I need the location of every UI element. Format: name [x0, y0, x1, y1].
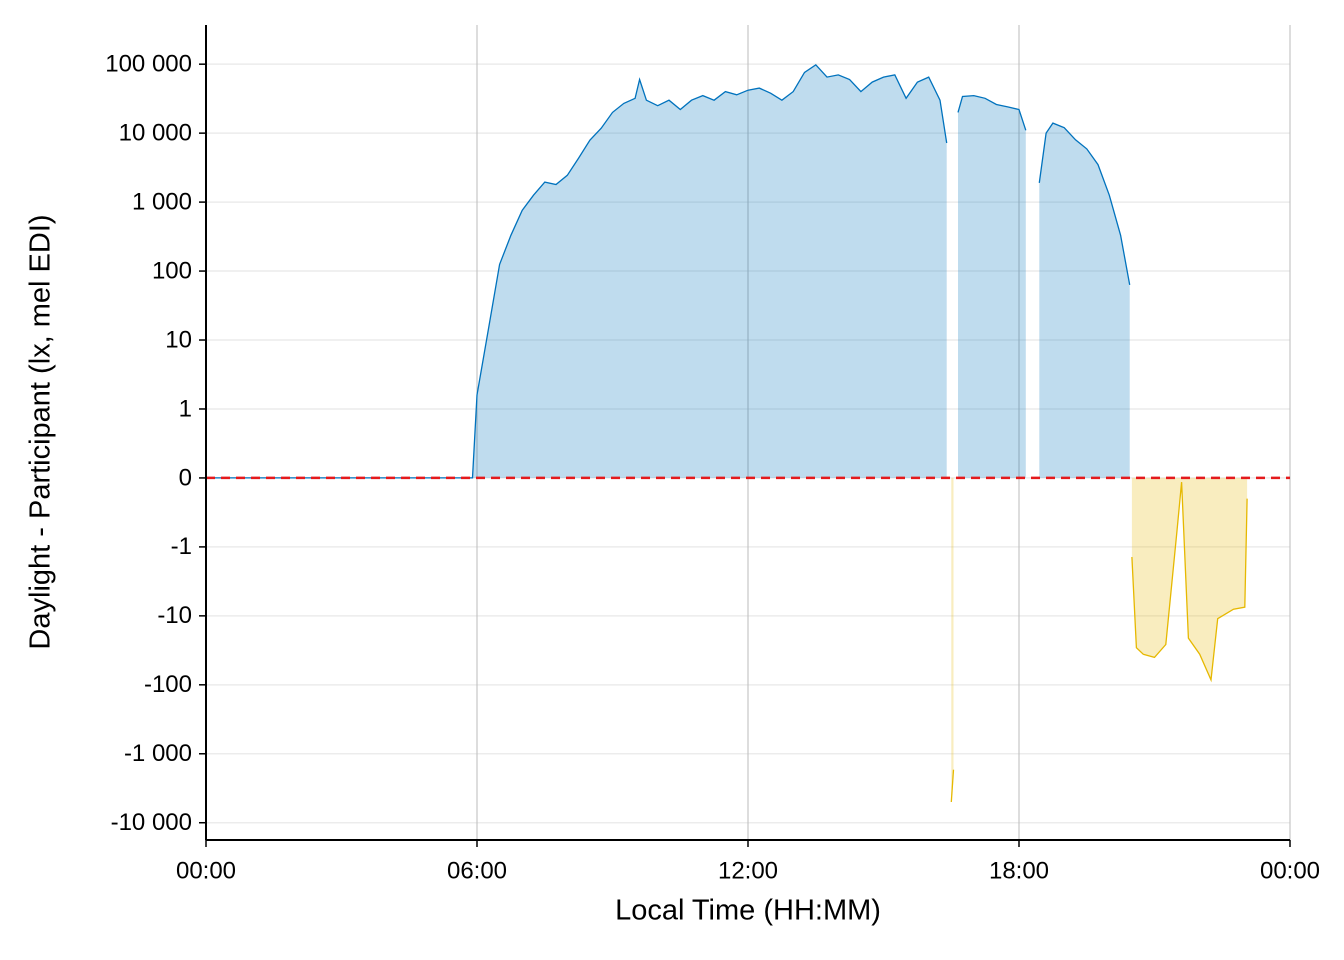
y-tick-label: -100 [144, 671, 192, 698]
line [957, 94, 1027, 131]
area [206, 64, 947, 478]
y-tick-label: 10 [165, 326, 192, 353]
y-axis-title: Daylight - Participant (lx, mel EDI) [25, 214, 57, 649]
y-tick-label: 100 000 [105, 51, 192, 78]
y-tick-label: -10 000 [111, 809, 192, 836]
x-axis-title: Local Time (HH:MM) [615, 895, 881, 927]
y-tick-label: 100 [152, 257, 192, 284]
area [951, 477, 954, 802]
y-tick-label: -1 000 [124, 740, 192, 767]
y-tick-label: -1 [171, 533, 192, 560]
area [1131, 477, 1248, 680]
y-tick-label: 1 [179, 395, 192, 422]
y-tick-label: 1 000 [132, 188, 192, 215]
y-tick-label: -10 [157, 602, 192, 629]
area [1039, 123, 1130, 478]
area [958, 95, 1026, 478]
x-tick-label: 06:00 [447, 857, 507, 884]
line [1038, 122, 1131, 286]
line [1131, 482, 1248, 683]
x-tick-label: 12:00 [718, 857, 778, 884]
x-tick-label: 00:00 [176, 857, 236, 884]
line [950, 769, 955, 803]
x-tick-label: 00:00 [1260, 857, 1320, 884]
x-tick-label: 18:00 [989, 857, 1049, 884]
line [206, 63, 948, 479]
y-tick-label: 10 000 [119, 119, 192, 146]
y-tick-label: 0 [179, 464, 192, 491]
